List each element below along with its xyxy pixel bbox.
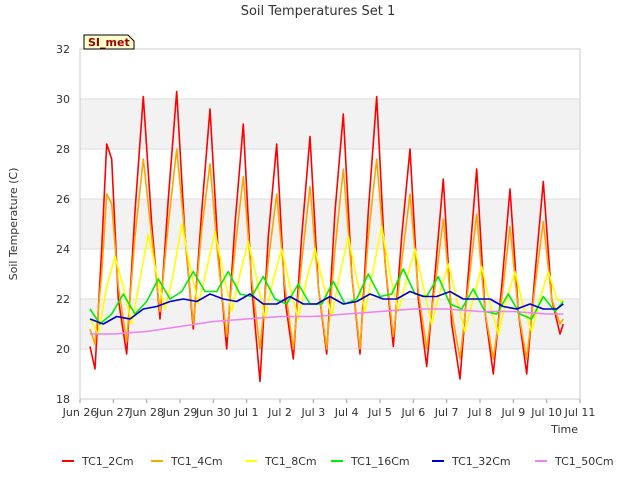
series-line-tc1-50cm <box>90 308 564 335</box>
x-tick-label: Jul 8 <box>467 406 492 419</box>
legend-label: TC1_4Cm <box>170 455 223 468</box>
x-tick-label: Jul 4 <box>334 406 359 419</box>
legend: TC1_2Cm TC1_4Cm TC1_8Cm TC1_16Cm TC1_32Cm TC1… <box>62 455 614 468</box>
y-tick-label: 26 <box>56 193 70 206</box>
plot-frame <box>79 48 581 400</box>
y-tick-label: 30 <box>56 93 70 106</box>
y-tick-label: 20 <box>56 343 70 356</box>
x-axis-label: Time <box>550 423 578 436</box>
y-tick-label: 32 <box>56 43 70 56</box>
site-badge: SI_met <box>83 34 135 50</box>
x-tick-label: Jun 28 <box>128 406 164 419</box>
series-lines <box>89 90 565 383</box>
x-tick-label: Jun 27 <box>95 406 131 419</box>
y-axis-label: Soil Temperature (C) <box>7 168 20 281</box>
legend-label: TC1_32Cm <box>451 455 511 468</box>
x-tick-label: Jul 2 <box>267 406 292 419</box>
y-tick-labels: 18 20 22 24 26 28 30 32 <box>56 43 70 406</box>
x-tick-label: Jun 26 <box>62 406 98 419</box>
series-line-tc1-8cm <box>89 223 564 335</box>
site-badge-label: SI_met <box>88 36 130 49</box>
x-tick-label: Jul 3 <box>300 406 325 419</box>
y-tick-label: 24 <box>56 243 70 256</box>
x-tick-label: Jun 29 <box>162 406 198 419</box>
x-tick-label: Jul 7 <box>434 406 459 419</box>
x-tick-label: Jul 10 <box>530 406 562 419</box>
legend-label: TC1_16Cm <box>350 455 410 468</box>
series-line-tc1-4cm <box>89 148 564 360</box>
series-line-tc1-32cm <box>89 290 564 325</box>
x-tick-label: Jun 30 <box>195 406 231 419</box>
x-tick-label: Jul 1 <box>234 406 259 419</box>
x-tick-label: Jul 9 <box>500 406 525 419</box>
legend-label: TC1_2Cm <box>81 455 134 468</box>
shaded-band-1 <box>80 199 580 249</box>
chart-title: Soil Temperatures Set 1 <box>241 4 396 19</box>
shaded-band-2 <box>80 99 580 149</box>
x-tick-label: Jul 11 <box>564 406 596 419</box>
y-tick-label: 22 <box>56 293 70 306</box>
legend-label: TC1_50Cm <box>554 455 614 468</box>
x-tick-label: Jul 6 <box>400 406 425 419</box>
y-tick-label: 18 <box>56 393 70 406</box>
y-tick-label: 28 <box>56 143 70 156</box>
x-tick-label: Jul 5 <box>367 406 392 419</box>
site-badge-box <box>83 34 135 50</box>
legend-label: TC1_8Cm <box>264 455 317 468</box>
